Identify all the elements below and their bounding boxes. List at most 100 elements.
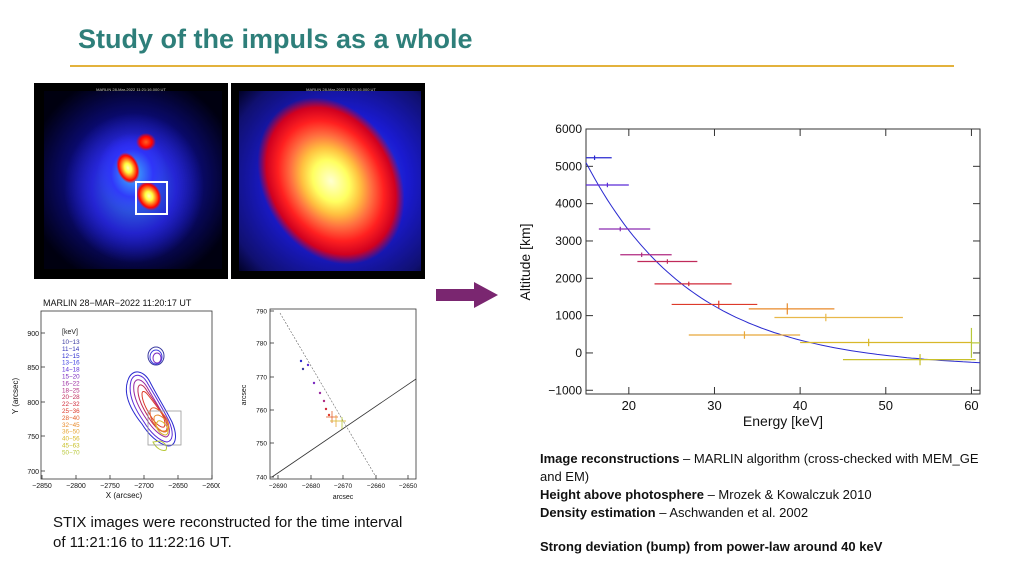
position-x-tick-label: −2680: [302, 483, 321, 490]
contour-legend: 10−1311−1412−1513−1614−1815−2016−2218−25…: [62, 339, 80, 456]
contour-legend-entry: 13−16: [62, 360, 80, 367]
contour-x-tick-label: −2850: [32, 483, 52, 490]
chart-data-points: [586, 155, 980, 366]
position-y-tick-label: 780: [256, 341, 267, 348]
chart-data-point: [800, 338, 972, 347]
chart-y-tick-label: 1000: [555, 309, 582, 323]
note-3-text: – Aschwanden et al. 2002: [655, 505, 809, 520]
contour-legend-entry: 11−14: [62, 346, 80, 353]
chart-y-tick-label: 3000: [555, 234, 582, 248]
contour-x-ticks: −2850 −2800 −2750 −2700 −2650 −2600: [32, 475, 222, 490]
title-underline: [70, 65, 954, 67]
chart-data-point: [970, 327, 980, 358]
contour-xlabel: X (arcsec): [106, 491, 143, 500]
contour-legend-entry: 16−22: [62, 380, 80, 387]
map2-header: MARLIN 28-Mar-2022 11:21:16.000 UT: [306, 87, 376, 92]
contour-legend-entry: 14−18: [62, 367, 80, 374]
chart-y-tick-label: 4000: [555, 197, 582, 211]
note-1-text: – MARLIN algorithm (cross-checked with M…: [540, 451, 979, 484]
chart-ylabel: Altitude [km]: [517, 223, 533, 300]
contour-y-ticks: 700 750 800 850 900: [27, 331, 45, 476]
contour-y-tick-label: 900: [27, 331, 39, 338]
chart-y-ticks: 6000 5000 4000 3000 2000 1000 0 −1000: [548, 122, 980, 397]
position-y-tick-label: 750: [256, 441, 267, 448]
contour-legend-unit: [keV]: [62, 329, 78, 336]
right-arrow-icon: [436, 282, 498, 313]
position-x-tick-label: −2690: [269, 483, 288, 490]
heatmap-image-1: MARLIN 28-Mar-2022 11:21:16.000 UT: [34, 83, 228, 279]
chart-xlabel: Energy [keV]: [743, 413, 823, 429]
position-y-tick-label: 790: [256, 309, 267, 316]
contour-legend-entry: 18−25: [62, 387, 80, 394]
position-xlabel: arcsec: [333, 494, 354, 501]
chart-data-point: [637, 259, 698, 264]
contour-legend-entry: 25−36: [62, 408, 80, 415]
conclusion-text: Strong deviation (bump) from power-law a…: [540, 539, 883, 554]
map1-header: MARLIN 28-Mar-2022 11:21:16.000 UT: [96, 87, 166, 92]
chart-data-point: [774, 313, 903, 322]
contour-x-tick-label: −2650: [168, 483, 188, 490]
position-x-tick-label: −2670: [334, 483, 353, 490]
chart-data-point: [586, 155, 612, 160]
position-x-tick-label: −2650: [399, 483, 418, 490]
chart-x-tick-label: 20: [622, 398, 636, 413]
chart-x-tick-label: 60: [964, 398, 978, 413]
contour-lines: [126, 346, 182, 451]
chart-data-point: [842, 354, 976, 366]
note-2-text: – Mrozek & Kowalczuk 2010: [703, 487, 872, 502]
position-points: [299, 359, 346, 429]
contour-plot: MARLIN 28−MAR−2022 11:20:17 UT 700 750 800…: [10, 296, 222, 500]
contour-x-tick-label: −2700: [134, 483, 154, 490]
chart-y-tick-label: 2000: [555, 271, 582, 285]
contour-legend-entry: 28−40: [62, 415, 80, 422]
heatmap-image-2: MARLIN 28-Mar-2022 11:21:16.000 UT: [231, 83, 425, 279]
contour-legend-entry: 45−63: [62, 443, 80, 450]
position-ylabel: arcsec: [241, 384, 248, 405]
chart-y-tick-label: 6000: [555, 122, 582, 136]
contour-frame: [40, 310, 213, 480]
contour-legend-entry: 10−13: [62, 339, 80, 346]
notes-block: Image reconstructions – MARLIN algorithm…: [540, 450, 980, 522]
chart-x-tick-label: 30: [707, 398, 721, 413]
contour-y-tick-label: 700: [27, 469, 39, 476]
position-plot: 740 750 760 770 780 790 −2690 −2680 −2670 −2660−…: [236, 303, 422, 503]
contour-x-tick-label: −2800: [66, 483, 86, 490]
position-y-tick-label: 760: [256, 408, 267, 415]
contour-legend-entry: 20−28: [62, 394, 80, 401]
note-2-label: Height above photosphere: [540, 487, 704, 502]
position-y-tick-label: 740: [256, 475, 267, 482]
contour-title: MARLIN 28−MAR−2022 11:20:17 UT: [43, 298, 192, 308]
note-1-label: Image reconstructions: [540, 451, 680, 466]
chart-data-point: [586, 182, 629, 188]
chart-data-point: [620, 252, 672, 258]
contour-x-tick-label: −2750: [100, 483, 120, 490]
chart-y-tick-label: 0: [575, 346, 582, 360]
contour-y-tick-label: 800: [27, 400, 39, 407]
contour-legend-entry: 12−15: [62, 353, 80, 360]
contour-legend-entry: 15−20: [62, 374, 80, 381]
chart-data-point: [654, 281, 732, 287]
note-3-label: Density estimation: [540, 505, 656, 520]
contour-legend-entry: 40−56: [62, 436, 80, 443]
chart-data-point: [688, 331, 801, 339]
contour-y-tick-label: 750: [27, 434, 39, 441]
position-y-tick-label: 770: [256, 375, 267, 382]
chart-y-tick-label: −1000: [548, 383, 582, 397]
position-x-ticks: −2690 −2680 −2670 −2660 −2650: [269, 475, 418, 490]
trajectory-line: [279, 312, 377, 478]
chart-data-point: [671, 300, 758, 309]
contour-legend-entry: 36−50: [62, 429, 80, 436]
contour-x-tick-label: −2600: [202, 483, 220, 490]
slide-title: Study of the impuls as a whole: [78, 24, 473, 54]
contour-legend-entry: 22−32: [62, 401, 80, 408]
contour-ylabel: Y (arcsec): [11, 378, 20, 415]
position-x-tick-label: −2660: [367, 483, 386, 490]
contour-legend-entry: 50−70: [62, 449, 80, 456]
caption-text: STIX images were reconstructed for the t…: [53, 514, 403, 551]
contour-y-tick-label: 850: [27, 365, 39, 372]
limb-line: [271, 378, 417, 478]
contour-legend-entry: 32−45: [62, 422, 80, 429]
chart-data-point: [598, 226, 651, 232]
chart-x-ticks: 20 30 40 50 60: [622, 129, 979, 413]
chart-x-tick-label: 40: [793, 398, 807, 413]
